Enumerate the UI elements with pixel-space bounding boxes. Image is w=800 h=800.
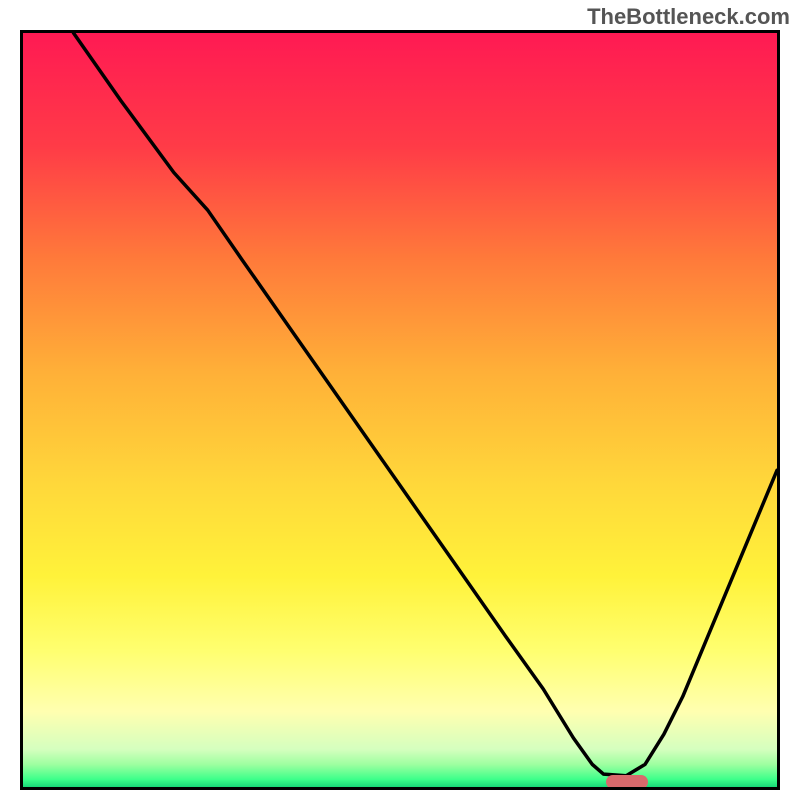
chart-plot-area — [20, 30, 780, 790]
bottleneck-curve — [23, 33, 777, 787]
optimal-marker — [606, 775, 648, 789]
watermark-text: TheBottleneck.com — [587, 4, 790, 30]
